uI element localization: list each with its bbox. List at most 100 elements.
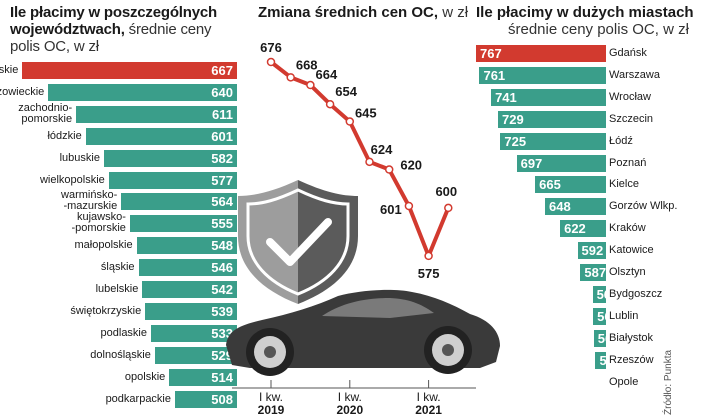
voivodeship-value: 533 [211,325,233,341]
voivodeship-label: śląskie [100,261,135,274]
source-note: Źródło: Punkta [661,350,673,415]
voivodeship-bar [103,149,237,167]
right-panel-title: Ile płacimy w dużych miastach [476,4,694,21]
voivodeship-bar [145,302,237,320]
voivodeship-label: lubelskie [95,283,139,295]
city-bar [580,264,606,281]
city-bar [491,88,606,106]
voivodeship-label: mazowieckie [0,85,45,98]
city-label: Poznań [609,156,647,169]
voivodeship-bar [138,259,237,277]
price-data-label: 600 [435,184,457,199]
city-value: 697 [520,155,543,171]
city-bar [498,110,606,128]
city-value: 648 [549,199,571,215]
voivodeship-label: pomorskie [0,64,19,76]
city-value: 542 [610,374,633,390]
voivodeship-value: 539 [211,303,233,319]
price-data-label: 664 [316,67,338,82]
voivodeship-bar [169,368,237,386]
city-bar [535,176,606,194]
city-label: Opole [609,375,639,388]
voivodeship-value: 546 [211,260,233,276]
x-tick-year: 2021 [415,403,442,417]
voivodeship-label: świętokrzyskie [70,304,142,317]
city-label: Szczecin [609,112,654,125]
left-panel-title: Ile płacimy w poszczególnych województwa… [10,4,240,55]
city-value: 725 [504,133,527,149]
city-label: Gdańsk [609,47,647,59]
voivodeship-label: lubuskie [59,151,100,164]
voivodeship-label: wielkopolskie [39,173,105,186]
city-label: Kraków [609,222,646,235]
city-bar [593,329,606,347]
city-value: 729 [502,111,524,127]
x-tick-label: I kw. [417,390,441,404]
voivodeship-value: 640 [211,84,233,100]
voivodeship-label: warmińsko- -mazurskie [61,189,118,213]
voivodeship-value: 582 [211,150,233,166]
voivodeship-bar [129,215,237,233]
city-bar [479,66,606,84]
price-data-label: 624 [371,142,393,157]
voivodeship-value: 529 [211,347,233,363]
voivodeship-bar [142,281,237,298]
voivodeship-value: 601 [211,128,233,144]
voivodeship-bar [108,171,237,189]
city-value: 767 [480,46,502,61]
left-title-bold: Ile płacimy w poszczególnych województwa… [10,4,217,38]
price-point [444,203,453,213]
left-title-light: średnie ceny polis OC, w zł [10,21,212,55]
city-value: 622 [564,221,586,237]
city-bar [560,220,606,238]
x-tick-year: 2020 [336,403,363,417]
voivodeship-value: 542 [211,282,233,297]
voivodeship-label: łódzkie [47,129,82,142]
shield-icon [238,180,358,304]
city-value: 587 [584,265,607,280]
city-value: 665 [539,177,561,193]
x-tick-label: I kw. [259,390,283,404]
voivodeship-bar [154,346,237,364]
mid-title-light: w zł [438,4,469,21]
voivodeship-label: opolskie [124,370,166,383]
city-bar [476,45,606,62]
city-bar [593,307,606,325]
voivodeship-value: 611 [212,106,233,122]
city-value: 564 [597,330,620,346]
price-point [424,251,433,261]
city-label: Warszawa [609,68,660,81]
city-label: Łódź [609,134,633,147]
voivodeship-label: zachodnio- pomorskie [18,101,73,125]
price-data-label: 676 [260,40,282,55]
city-bar [577,242,606,260]
voivodeship-bar [136,237,237,255]
source-text: Źródło: Punkta [661,350,673,415]
voivodeship-label: kujawsko- -pomorskie [71,211,126,235]
city-label: Białystok [609,331,654,344]
price-point [365,157,374,167]
mid-title-bold: Zmiana średnich cen OC, [258,4,439,21]
voivodeship-value: 508 [211,391,233,407]
city-label: Katowice [609,244,654,257]
price-data-label: 601 [380,202,402,217]
voivodeship-value: 667 [211,63,233,78]
city-bar [500,132,606,150]
city-value: 565 [597,308,619,324]
voivodeship-label: podlaskie [100,326,147,339]
voivodeship-label: podkarpackie [105,392,171,405]
price-data-label: 620 [400,158,422,173]
city-value: 566 [596,286,619,302]
voivodeship-value: 514 [211,369,233,385]
city-value: 761 [483,67,506,83]
price-data-label: 645 [355,106,377,121]
price-point [286,73,295,82]
price-point [345,117,355,126]
voivodeship-value: 564 [211,194,233,210]
voivodeship-bar [151,324,237,342]
middle-panel-title: Zmiana średnich cen OC, w zł [258,4,468,21]
voivodeship-label: małopolskie [74,239,133,252]
city-label: Wrocław [609,90,651,103]
city-label: Rzeszów [609,353,654,366]
